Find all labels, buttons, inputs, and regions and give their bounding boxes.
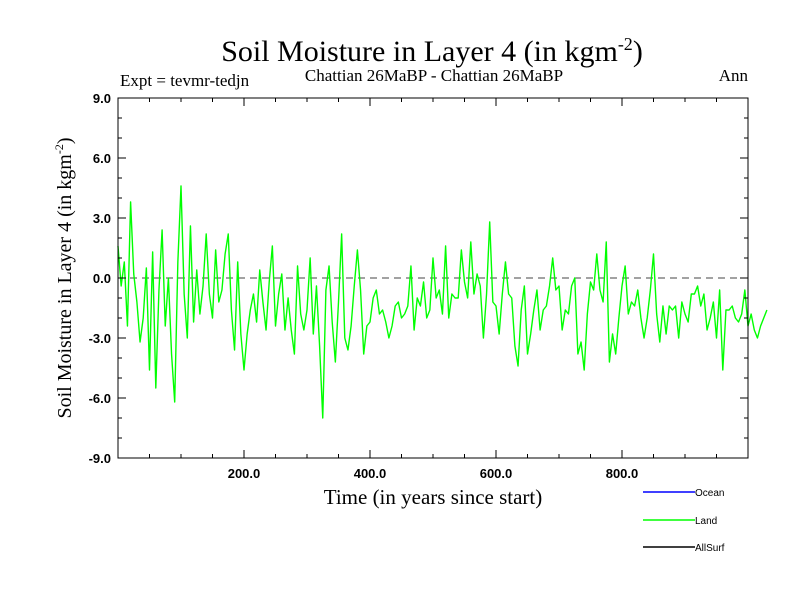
legend-label-allsurf: AllSurf xyxy=(695,543,725,554)
x-tick-label: 400.0 xyxy=(354,466,387,481)
subtitle-center: Chattian 26MaBP - Chattian 26MaBP xyxy=(305,66,563,85)
x-tick-label: 800.0 xyxy=(606,466,639,481)
plot-area xyxy=(117,97,768,459)
legend-label-land: Land xyxy=(695,516,717,527)
subtitle-right: Ann xyxy=(719,66,749,85)
x-tick-label: 600.0 xyxy=(480,466,513,481)
chart-text: -9.0 -6.0 -3.0 0.0 3.0 6.0 9.0 200.0 400.0 600.0 8… xyxy=(52,34,748,509)
y-tick-label: 0.0 xyxy=(93,271,111,286)
chart-title: Soil Moisture in Layer 4 (in kgm-2) xyxy=(221,34,643,68)
series-line-land xyxy=(117,185,768,419)
y-tick-label: 6.0 xyxy=(93,151,111,166)
legend: Ocean Land AllSurf xyxy=(643,488,725,554)
y-tick-label: 9.0 xyxy=(93,91,111,106)
y-tick-label: -3.0 xyxy=(89,331,111,346)
y-tick-label: -6.0 xyxy=(89,391,111,406)
y-tick-label: -9.0 xyxy=(89,451,111,466)
x-axis-label: Time (in years since start) xyxy=(324,485,543,509)
subtitle-left: Expt = tevmr-tedjn xyxy=(120,71,250,90)
x-tick-label: 200.0 xyxy=(228,466,261,481)
y-axis-label: Soil Moisture in Layer 4 (in kgm-2) xyxy=(52,137,76,418)
y-tick-label: 3.0 xyxy=(93,211,111,226)
legend-label-ocean: Ocean xyxy=(695,488,724,499)
